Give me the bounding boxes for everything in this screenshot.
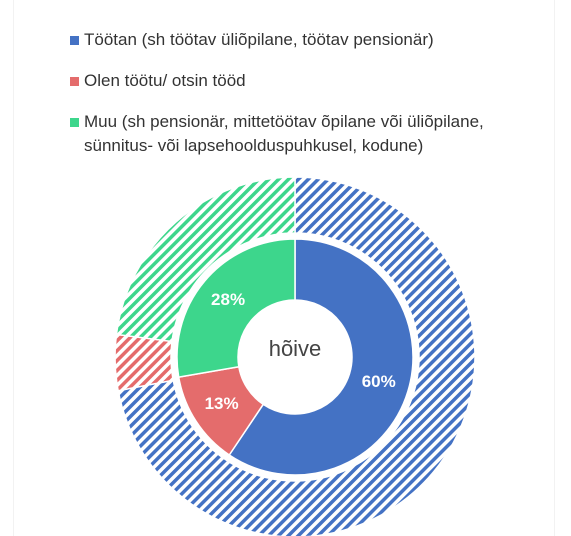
legend-label: Töötan (sh töötav üliõpilane, töötav pen… [84, 30, 434, 49]
legend-swatch [70, 36, 79, 45]
legend: Töötan (sh töötav üliõpilane, töötav pen… [70, 28, 540, 175]
donut-segment [117, 176, 476, 536]
legend-swatch [70, 77, 79, 86]
donut-segment [228, 238, 414, 476]
center-label: hõive [269, 336, 322, 361]
data-label: 13% [205, 394, 239, 413]
legend-item: Muu (sh pensionär, mittetöötav õpilane v… [70, 110, 540, 158]
legend-label: Muu (sh pensionär, mittetöötav õpilane v… [84, 112, 484, 155]
legend-label: Olen töötu/ otsin tööd [84, 71, 246, 90]
donut-segment [176, 238, 296, 378]
data-label: 28% [211, 290, 245, 309]
legend-swatch [70, 118, 79, 127]
legend-item: Töötan (sh töötav üliõpilane, töötav pen… [70, 28, 540, 52]
donut-segment [115, 176, 296, 343]
legend-item: Olen töötu/ otsin tööd [70, 69, 540, 93]
data-label: 60% [362, 372, 396, 391]
donut-segment [114, 333, 175, 392]
